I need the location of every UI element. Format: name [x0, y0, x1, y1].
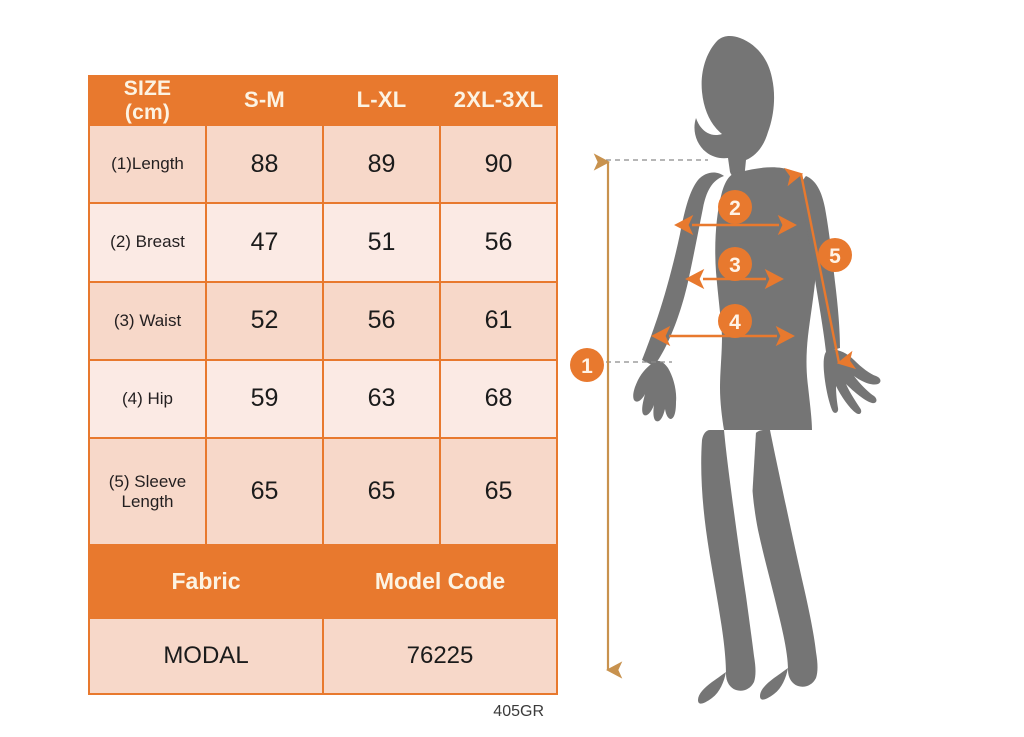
cell-breast-2xl-3xl: 56	[441, 204, 556, 281]
cell-sleeve-2xl-3xl: 65	[441, 438, 556, 545]
table-header-row: SIZE (cm) S-M L-XL 2XL-3XL	[90, 77, 556, 125]
cell-breast-l-xl: 51	[324, 204, 439, 281]
size-chart-table: SIZE (cm) S-M L-XL 2XL-3XL (1)Length 88 …	[88, 75, 558, 695]
header-col-s-m: S-M	[207, 77, 322, 125]
marker-circle-3	[718, 247, 752, 281]
measurement-marker-2: 2	[718, 190, 752, 224]
female-body-silhouette	[633, 35, 881, 704]
table-row: (3) Waist 52 56 61	[90, 282, 556, 359]
measurement-line-sleeve	[783, 167, 857, 370]
marker-label-5: 5	[829, 245, 841, 268]
cell-breast-s-m: 47	[207, 204, 322, 281]
measurement-marker-4: 4	[718, 304, 752, 338]
marker-label-1: 1	[581, 355, 593, 378]
marker-circle-5	[818, 238, 852, 272]
table-footer-value-row: MODAL 76225	[90, 619, 556, 693]
cell-waist-s-m: 52	[207, 282, 322, 359]
row-label-sleeve-length: (5) Sleeve Length	[90, 438, 205, 545]
marker-label-4: 4	[729, 311, 741, 334]
measurement-line-length	[593, 153, 708, 679]
marker-label-3: 3	[729, 254, 741, 277]
header-unit-text: (cm)	[124, 100, 171, 124]
size-chart-table-container: SIZE (cm) S-M L-XL 2XL-3XL (1)Length 88 …	[88, 75, 558, 695]
marker-circle-2	[718, 190, 752, 224]
footer-value-fabric: MODAL	[90, 619, 322, 693]
measurement-marker-5: 5	[818, 238, 852, 272]
header-col-l-xl: L-XL	[324, 77, 439, 125]
row-label-breast: (2) Breast	[90, 204, 205, 281]
header-size-unit: SIZE (cm)	[90, 77, 205, 125]
cell-length-l-xl: 89	[324, 126, 439, 203]
cell-sleeve-l-xl: 65	[324, 438, 439, 545]
measurement-figure: 1 2 3 4 5	[560, 0, 1024, 737]
header-size-text: SIZE	[123, 77, 172, 100]
table-row: (4) Hip 59 63 68	[90, 360, 556, 437]
table-row: (5) Sleeve Length 65 65 65	[90, 438, 556, 545]
row-label-length: (1)Length	[90, 126, 205, 203]
marker-label-2: 2	[729, 197, 741, 220]
product-code-label: 405GR	[493, 703, 544, 720]
marker-circle-4	[718, 304, 752, 338]
cell-length-s-m: 88	[207, 126, 322, 203]
cell-length-2xl-3xl: 90	[441, 126, 556, 203]
footer-value-model-code: 76225	[324, 619, 556, 693]
sleeve-double-arrow	[783, 167, 857, 370]
footer-header-model-code: Model Code	[324, 546, 556, 618]
cell-hip-l-xl: 63	[324, 360, 439, 437]
table-row: (2) Breast 47 51 56	[90, 204, 556, 281]
header-col-2xl-3xl: 2XL-3XL	[441, 77, 556, 125]
table-footer-header-row: Fabric Model Code	[90, 546, 556, 618]
cell-waist-2xl-3xl: 61	[441, 282, 556, 359]
cell-sleeve-s-m: 65	[207, 438, 322, 545]
cell-hip-2xl-3xl: 68	[441, 360, 556, 437]
table-row: (1)Length 88 89 90	[90, 126, 556, 203]
row-label-hip: (4) Hip	[90, 360, 205, 437]
marker-circle-1	[570, 348, 604, 382]
cell-waist-l-xl: 56	[324, 282, 439, 359]
row-label-waist: (3) Waist	[90, 282, 205, 359]
cell-hip-s-m: 59	[207, 360, 322, 437]
measurement-marker-1: 1	[570, 348, 604, 382]
measurement-marker-3: 3	[718, 247, 752, 281]
footer-header-fabric: Fabric	[90, 546, 322, 618]
